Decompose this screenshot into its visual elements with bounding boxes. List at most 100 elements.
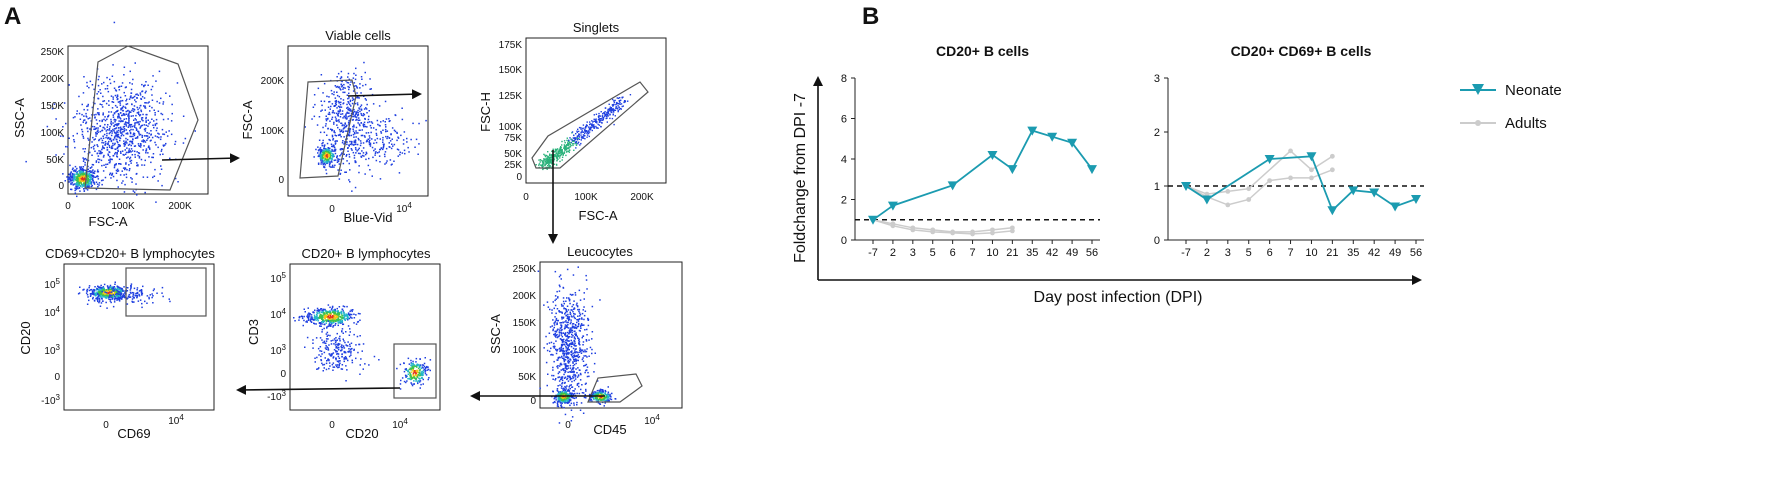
data-point-neonate bbox=[1067, 138, 1078, 148]
x-tick-label: -7 bbox=[1181, 247, 1191, 259]
x-tick-label: 104 bbox=[396, 201, 412, 216]
data-point-neonate bbox=[1348, 186, 1359, 196]
data-point-neonate bbox=[1007, 165, 1018, 175]
x-axis-label: CD45 bbox=[593, 422, 626, 437]
x-tick-label: 5 bbox=[930, 247, 936, 259]
data-point-adults bbox=[1225, 189, 1231, 194]
panel-b: Day post infection (DPI) Foldchange from… bbox=[792, 43, 1562, 306]
y-tick-label: 200K bbox=[41, 74, 65, 85]
x-tick-label: 35 bbox=[1347, 247, 1359, 259]
x-axis-label: CD69 bbox=[117, 426, 150, 441]
x-axis-label: CD20 bbox=[345, 426, 378, 441]
plot-frame bbox=[289, 263, 441, 411]
panel-label-a: A bbox=[4, 3, 21, 30]
x-tick-label: 0 bbox=[523, 192, 529, 203]
y-tick-label: 250K bbox=[41, 47, 65, 58]
x-tick-label: 56 bbox=[1086, 247, 1098, 259]
gate-rectangle bbox=[125, 267, 207, 317]
data-point-adults bbox=[1329, 167, 1335, 173]
data-point-neonate bbox=[1327, 206, 1338, 216]
panel-title: CD20+ B lymphocytes bbox=[302, 246, 431, 261]
y-axis-label: CD3 bbox=[246, 319, 261, 345]
data-point-neonate bbox=[1087, 165, 1097, 175]
y-tick-label: 200K bbox=[261, 76, 285, 87]
legend: Neonate Adults bbox=[1460, 82, 1562, 132]
x-axis-label: FSC-A bbox=[89, 214, 128, 229]
data-point-adults bbox=[950, 230, 956, 236]
x-tick-label: 7 bbox=[1287, 247, 1293, 259]
x-tick-label: 10 bbox=[986, 247, 998, 259]
legend-label-neonate: Neonate bbox=[1505, 82, 1562, 99]
y-tick-label: 0 bbox=[841, 235, 847, 247]
x-tick-label: 35 bbox=[1026, 247, 1038, 259]
y-tick-label: 100K bbox=[499, 122, 523, 133]
flow-panel-1: 250K 200K 150K 100K 50K 0 0 100K 200K FS… bbox=[12, 21, 240, 229]
x-tick-label: 42 bbox=[1046, 247, 1058, 259]
x-tick-label: 0 bbox=[65, 201, 71, 212]
gating-arrow bbox=[236, 384, 401, 395]
scatter-dots-sparse bbox=[347, 100, 427, 180]
plot-frame bbox=[525, 37, 667, 184]
y-tick-label: 2 bbox=[1154, 127, 1160, 139]
scatter-dots-dense bbox=[396, 357, 432, 390]
y-tick-label: 175K bbox=[499, 40, 523, 51]
data-point-neonate bbox=[1390, 202, 1401, 212]
y-tick-label: -103 bbox=[267, 389, 286, 404]
legend-label-adults: Adults bbox=[1505, 115, 1547, 132]
x-tick-label: 100K bbox=[111, 201, 135, 212]
data-point-adults bbox=[930, 229, 936, 235]
x-tick-label: 0 bbox=[565, 420, 571, 431]
x-tick-label: 100K bbox=[574, 192, 598, 203]
data-point-adults bbox=[1309, 175, 1314, 181]
data-point-neonate bbox=[868, 215, 878, 225]
chart-title: CD20+ B cells bbox=[936, 43, 1029, 59]
y-tick-label: 0 bbox=[54, 372, 60, 383]
scatter-dots-sparse bbox=[77, 283, 171, 309]
data-point-neonate bbox=[1264, 155, 1275, 164]
scatter-dots bbox=[25, 21, 196, 203]
chart-title: CD20+ CD69+ B cells bbox=[1231, 43, 1372, 59]
y-tick-label: 150K bbox=[41, 101, 65, 112]
y-tick-label: 104 bbox=[44, 305, 60, 320]
y-tick-label: 100K bbox=[41, 128, 65, 139]
y-tick-label: 4 bbox=[841, 154, 847, 166]
x-tick-label: 200K bbox=[168, 201, 192, 212]
flow-panel-4: Leucocytes 250K 200K 150K 100K 50K 0 0 1… bbox=[470, 244, 683, 437]
data-point-adults bbox=[1246, 186, 1252, 192]
data-point-adults bbox=[1309, 167, 1314, 173]
x-tick-label: 6 bbox=[950, 247, 956, 259]
x-tick-label: 104 bbox=[644, 413, 660, 428]
y-tick-label: 0 bbox=[280, 369, 286, 380]
x-tick-label: 21 bbox=[1326, 247, 1338, 259]
data-point-neonate bbox=[987, 150, 998, 160]
y-axis-label: SSC-A bbox=[488, 314, 503, 354]
gate-polygon bbox=[299, 79, 357, 179]
series-line-neonate bbox=[872, 129, 1093, 221]
y-tick-label: 6 bbox=[841, 114, 847, 126]
data-point-neonate bbox=[947, 181, 958, 191]
x-tick-label: 5 bbox=[1246, 247, 1252, 259]
gate-polygon bbox=[531, 81, 649, 169]
scatter-dots-sparse bbox=[304, 320, 380, 382]
plot-frame bbox=[63, 263, 215, 411]
x-tick-label: 104 bbox=[392, 417, 408, 432]
y-tick-label: 0 bbox=[278, 175, 284, 186]
data-point-adults bbox=[990, 230, 995, 236]
data-point-adults bbox=[1225, 202, 1231, 208]
series-line-adults bbox=[872, 219, 1013, 233]
y-tick-label: 100K bbox=[513, 345, 537, 356]
data-point-adults bbox=[1246, 197, 1252, 202]
y-tick-label: 8 bbox=[841, 73, 847, 85]
data-point-adults bbox=[890, 223, 896, 229]
series-line-adults bbox=[872, 219, 1013, 235]
data-point-neonate bbox=[1181, 182, 1191, 191]
data-point-adults bbox=[1288, 175, 1293, 181]
scatter-dots-dense bbox=[62, 159, 103, 198]
plot-frame bbox=[67, 45, 209, 195]
y-tick-label: 50K bbox=[518, 372, 536, 383]
data-point-adults bbox=[1267, 178, 1273, 184]
x-tick-label: 0 bbox=[329, 204, 335, 215]
x-tick-label: -7 bbox=[868, 247, 878, 259]
